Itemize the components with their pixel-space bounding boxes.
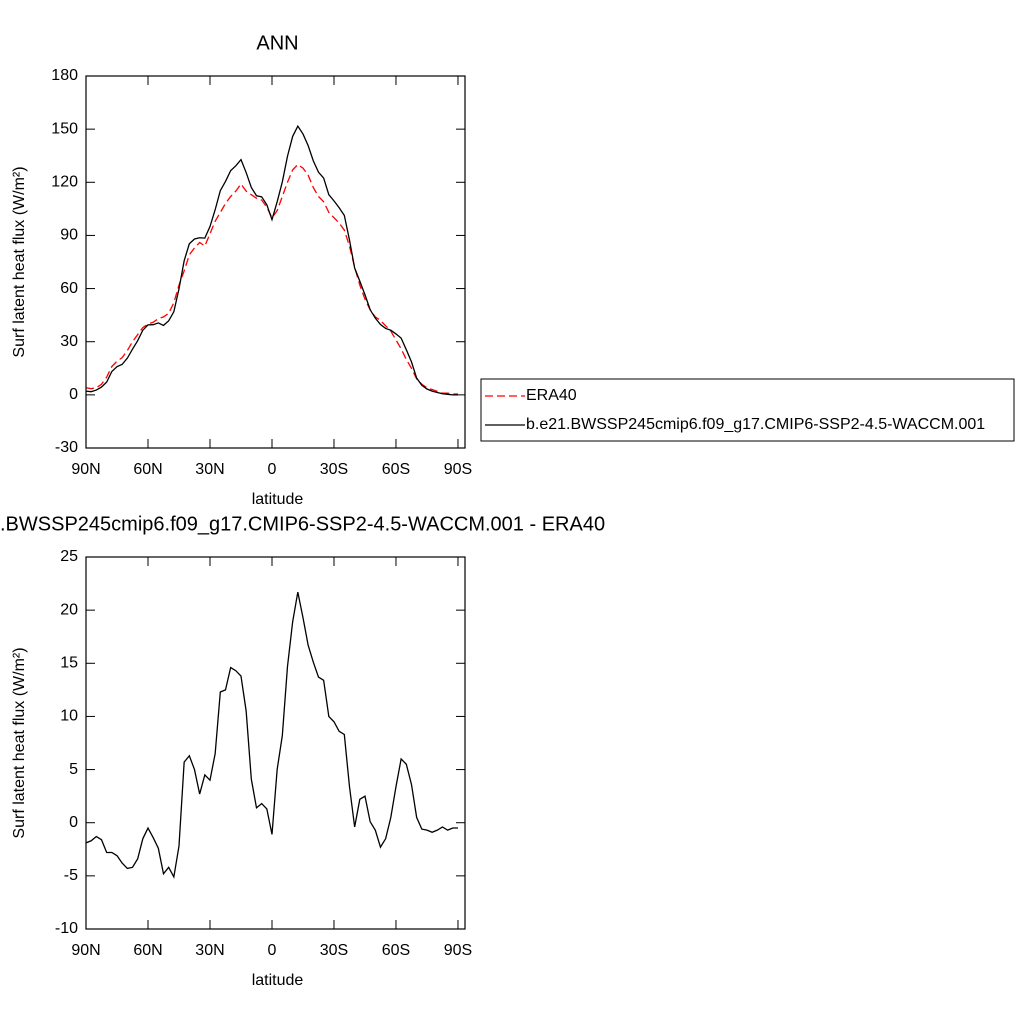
x-tick-label: 90N xyxy=(71,461,100,478)
y-tick-label: -30 xyxy=(55,439,78,456)
x-axis-label: latitude xyxy=(252,972,304,989)
legend-label: ERA40 xyxy=(526,387,577,404)
plot-frame xyxy=(85,75,466,449)
chart-title: ANN xyxy=(256,32,298,54)
y-tick-label: 0 xyxy=(69,814,78,831)
x-tick-label: 60S xyxy=(382,942,410,959)
y-axis-label: Surf latent heat flux (W/m²) xyxy=(11,647,28,838)
y-tick-label: 15 xyxy=(60,655,78,672)
legend-label: b.e21.BWSSP245cmip6.f09_g17.CMIP6-SSP2-4… xyxy=(526,416,985,433)
y-tick-label: 25 xyxy=(60,548,78,565)
x-tick-label: 0 xyxy=(268,942,277,959)
x-tick-label: 30N xyxy=(195,461,224,478)
y-tick-label: 0 xyxy=(69,386,78,403)
x-tick-label: 0 xyxy=(268,461,277,478)
x-tick-label: 30N xyxy=(195,942,224,959)
y-tick-label: 90 xyxy=(60,227,78,244)
y-tick-label: -5 xyxy=(64,867,78,884)
data-line xyxy=(85,163,458,395)
chart-title: b.e21.BWSSP245cmip6.f09_g17.CMIP6-SSP2-4… xyxy=(0,513,605,535)
data-line xyxy=(85,124,458,396)
x-axis-label: latitude xyxy=(252,491,304,508)
y-tick-label: 20 xyxy=(60,601,78,618)
x-tick-label: 60S xyxy=(382,461,410,478)
x-tick-label: 30S xyxy=(320,942,348,959)
y-tick-label: 150 xyxy=(51,120,78,137)
x-tick-label: 90S xyxy=(444,942,472,959)
y-tick-label: -10 xyxy=(55,920,78,937)
x-tick-label: 90N xyxy=(71,942,100,959)
y-tick-label: 30 xyxy=(60,333,78,350)
x-tick-label: 60N xyxy=(133,461,162,478)
x-tick-label: 60N xyxy=(133,942,162,959)
x-tick-label: 30S xyxy=(320,461,348,478)
y-tick-label: 5 xyxy=(69,761,78,778)
y-tick-label: 10 xyxy=(60,708,78,725)
y-tick-label: 60 xyxy=(60,280,78,297)
y-axis-label: Surf latent heat flux (W/m²) xyxy=(11,166,28,357)
x-tick-label: 90S xyxy=(444,461,472,478)
y-tick-label: 180 xyxy=(51,67,78,84)
y-tick-label: 120 xyxy=(51,174,78,191)
legend: ERA40 b.e21.BWSSP245cmip6.f09_g17.CMIP6-S… xyxy=(480,378,1015,442)
legend-frame xyxy=(480,378,1015,442)
plot-frame xyxy=(85,556,466,930)
data-line xyxy=(85,591,458,879)
